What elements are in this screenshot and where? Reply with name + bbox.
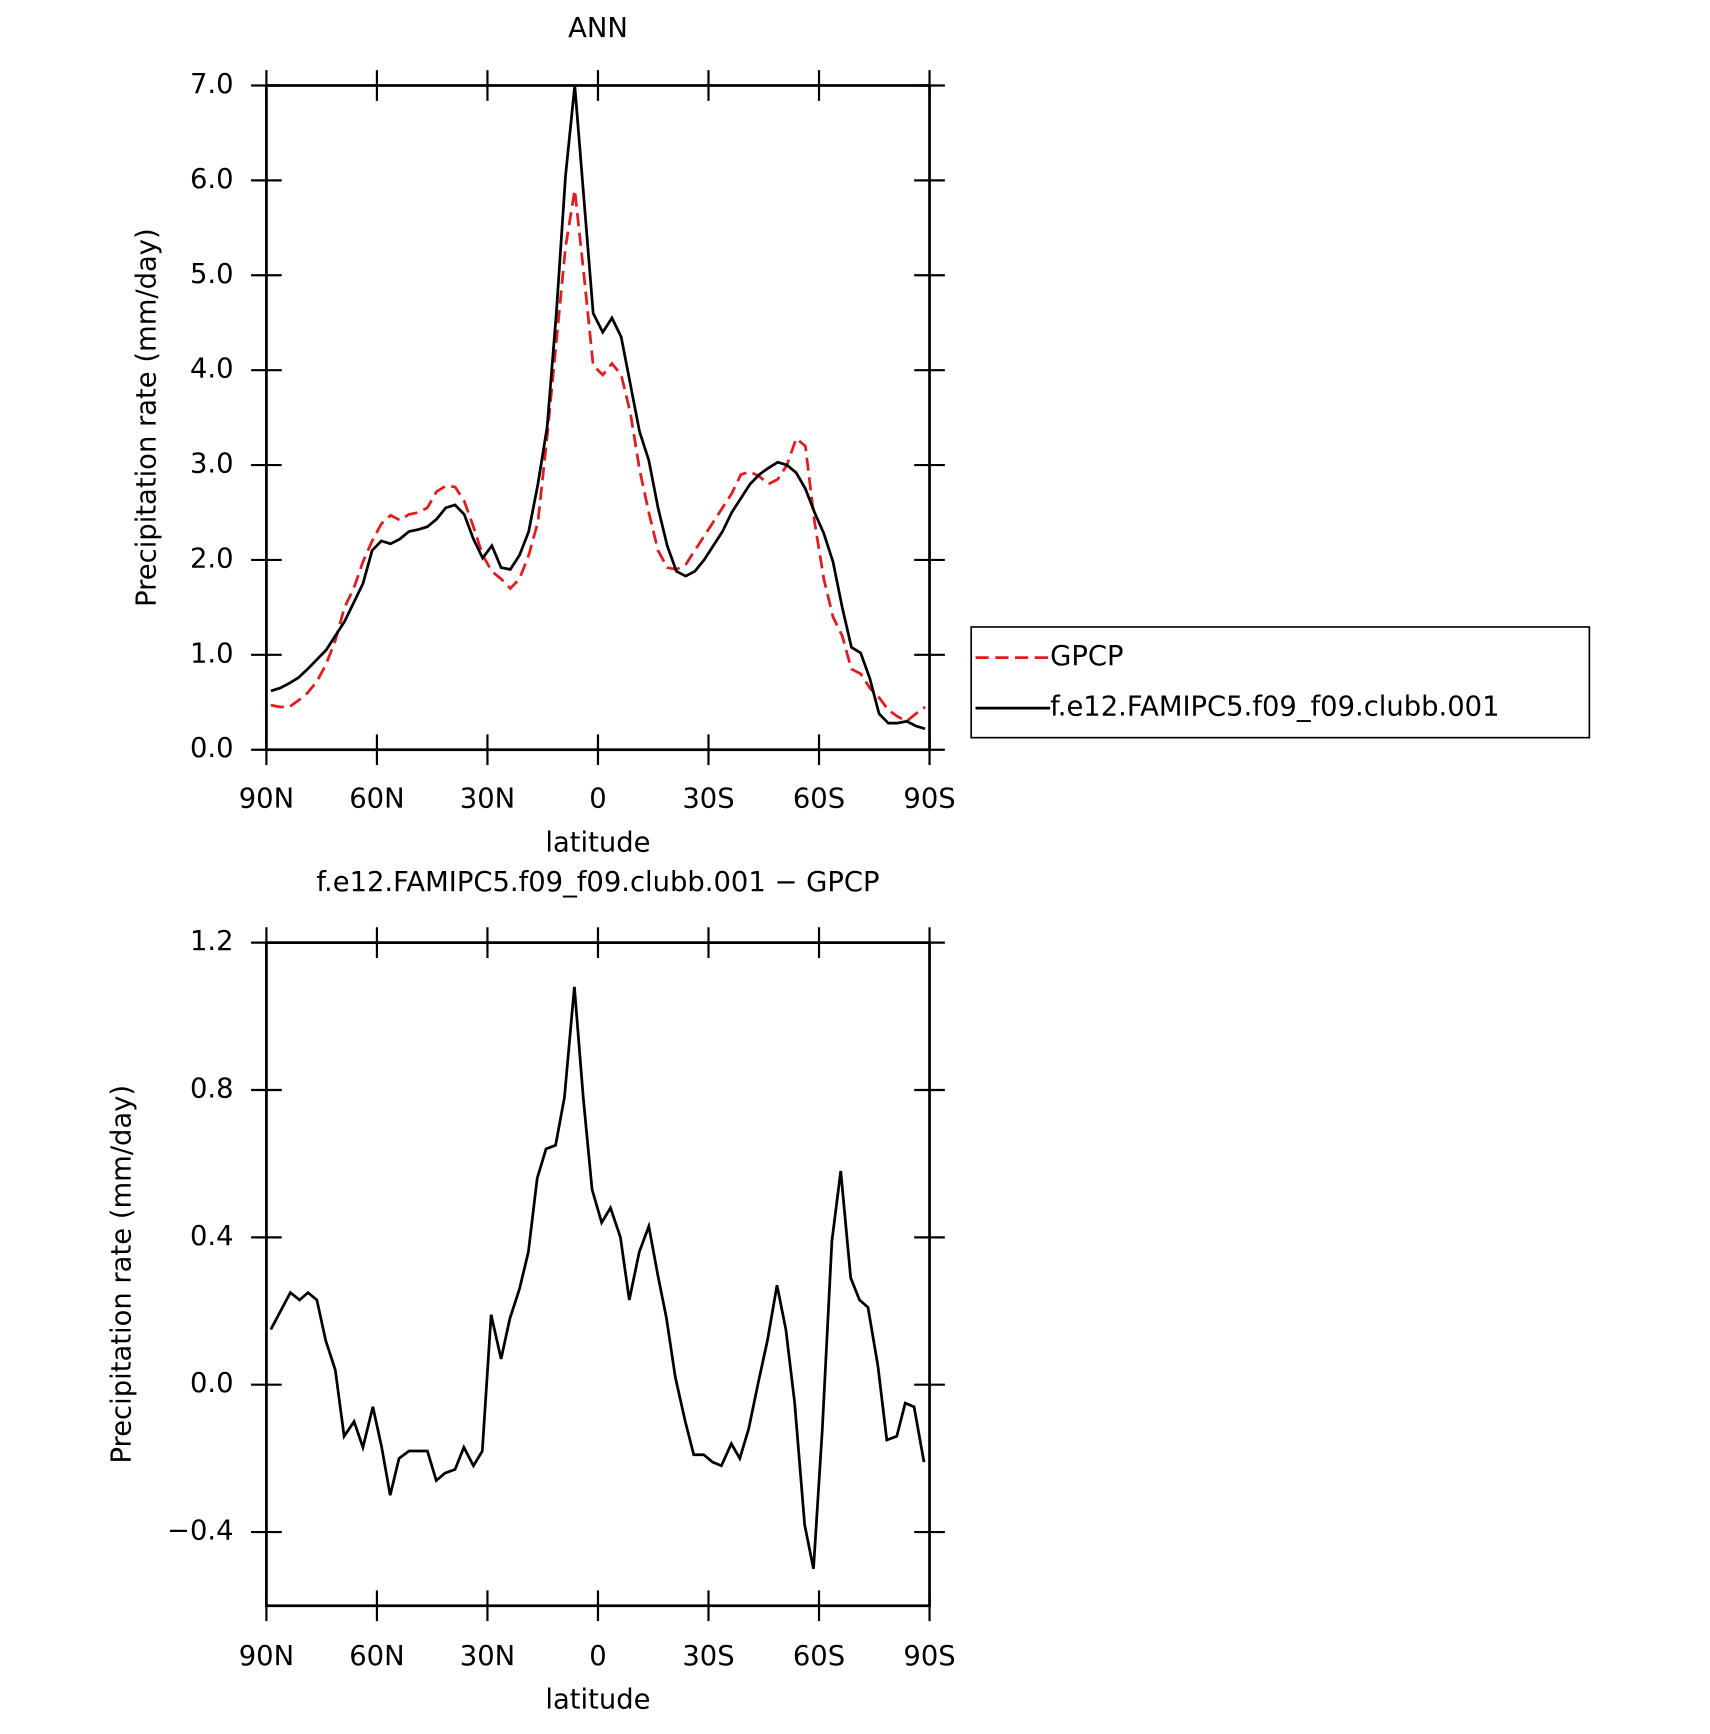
x-tick-label: 90N: [239, 784, 294, 815]
y-axis-label: Precipitation rate (mm/day): [132, 228, 163, 607]
x-axis-label: latitude: [545, 1685, 650, 1716]
x-tick-label: 30S: [682, 784, 734, 815]
x-tick-label: 90S: [903, 784, 955, 815]
y-tick-label: 5.0: [190, 259, 234, 290]
x-tick-label: 90N: [239, 1641, 294, 1672]
y-tick-label: 7.0: [190, 69, 234, 100]
y-tick-label: 0.8: [190, 1073, 234, 1104]
y-tick-label: 0.0: [190, 1368, 234, 1399]
y-tick-label: −0.4: [167, 1516, 234, 1547]
y-axis-label: Precipitation rate (mm/day): [106, 1085, 137, 1464]
x-tick-label: 30N: [460, 1641, 515, 1672]
legend-box: [970, 626, 1591, 739]
data-line: [270, 85, 926, 731]
y-tick-label: 0.4: [190, 1221, 234, 1252]
x-tick-label: 0: [589, 1641, 606, 1672]
x-tick-label: 60S: [793, 1641, 845, 1672]
legend-label: f.e12.FAMIPC5.f09_f09.clubb.001: [1050, 692, 1499, 723]
x-tick-label: 30S: [682, 1641, 734, 1672]
x-axis-label: latitude: [545, 827, 650, 858]
x-tick-label: 30N: [460, 784, 515, 815]
x-tick-label: 60N: [349, 1641, 404, 1672]
data-line: [269, 986, 926, 1570]
y-tick-label: 1.2: [190, 926, 234, 957]
y-tick-label: 2.0: [190, 543, 234, 574]
plot-frame: [265, 84, 931, 752]
data-line: [270, 189, 926, 723]
chart-title: ANN: [568, 13, 628, 44]
x-tick-label: 90S: [903, 1641, 955, 1672]
y-tick-label: 0.0: [190, 733, 234, 764]
x-tick-label: 60S: [793, 784, 845, 815]
y-tick-label: 3.0: [190, 449, 234, 480]
x-tick-label: 0: [589, 784, 606, 815]
y-tick-label: 1.0: [190, 638, 234, 669]
y-tick-label: 6.0: [190, 164, 234, 195]
y-tick-label: 4.0: [190, 354, 234, 385]
plot-frame: [265, 941, 931, 1608]
legend-label: GPCP: [1050, 641, 1123, 672]
x-tick-label: 60N: [349, 784, 404, 815]
chart-title: f.e12.FAMIPC5.f09_f09.clubb.001 − GPCP: [316, 867, 879, 898]
